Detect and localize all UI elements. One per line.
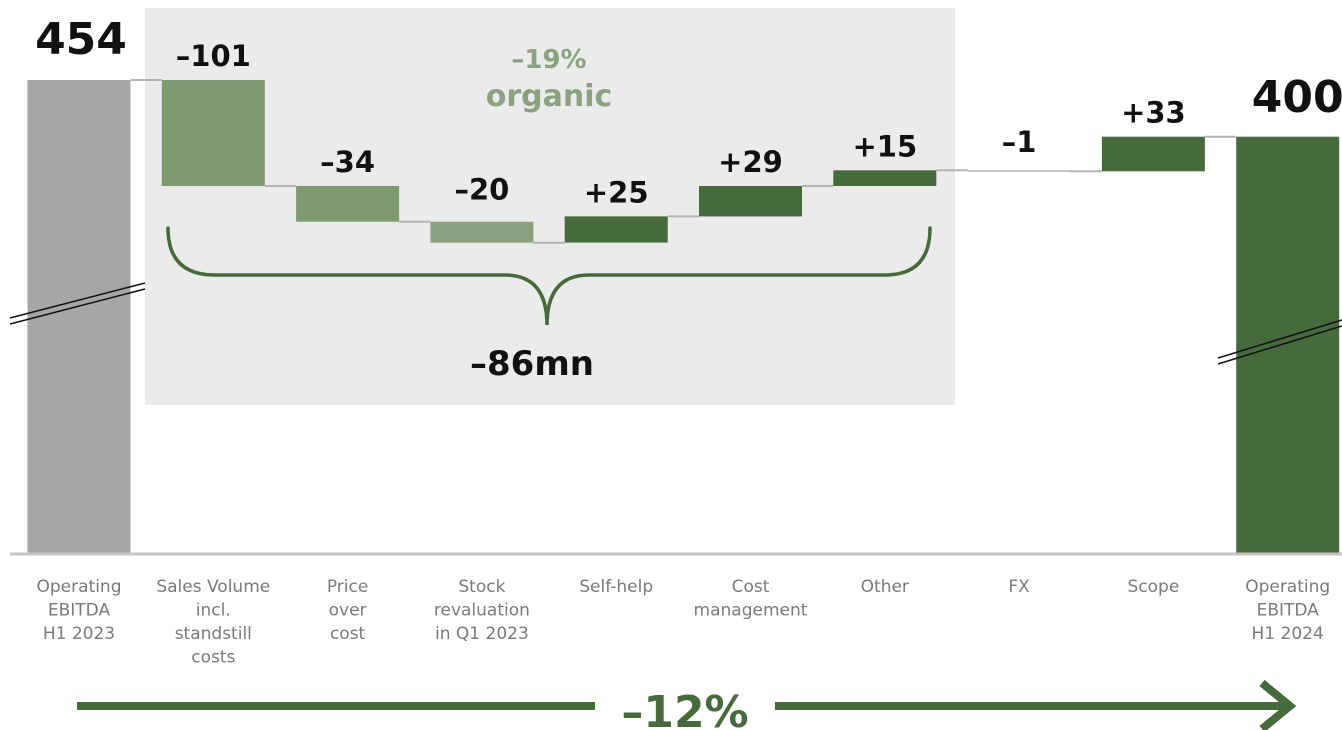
value-label-2: –101 (176, 39, 251, 73)
value-label-9: +33 (1121, 96, 1186, 130)
category-label-line: Other (861, 577, 909, 597)
category-label-4: Stock revaluation in Q1 2023 (434, 577, 530, 644)
organic-pct-label: –19% (511, 45, 586, 75)
category-label-line: Scope (1128, 577, 1180, 597)
category-label-line: revaluation (434, 601, 530, 621)
value-label-5: +25 (584, 175, 649, 209)
overall-change-arrow (77, 679, 1297, 730)
bar-7 (833, 170, 937, 186)
category-label-line: standstill (175, 624, 252, 644)
waterfall-connectors (130, 79, 1237, 244)
category-label-line: Cost (732, 577, 770, 597)
value-label-8: –1 (1002, 125, 1037, 159)
value-label-3: –34 (320, 145, 375, 179)
bar-2 (161, 80, 265, 186)
value-label-1: 454 (35, 14, 127, 65)
category-label-line: EBITDA (1257, 601, 1320, 621)
category-label-8: FX (1008, 577, 1030, 597)
category-label-line: in Q1 2023 (435, 624, 529, 644)
category-label-line: cost (330, 624, 366, 644)
value-label-7: +15 (852, 129, 917, 163)
category-label-1: Operating EBITDA H1 2023 (37, 577, 122, 644)
axis-break-mark-right (1217, 319, 1342, 365)
value-labels: 454 –101 –34 –20 +25 +29 +15 –1 +33 400 (35, 14, 1342, 209)
organic-curly-brace (166, 226, 932, 326)
bar-8 (967, 170, 1071, 172)
value-label-4: –20 (454, 173, 509, 207)
overall-change-label: –12% (621, 687, 748, 730)
category-label-line: costs (191, 648, 235, 668)
category-label-line: Operating (1245, 577, 1330, 597)
category-label-5: Self-help (579, 577, 653, 597)
category-label-line: FX (1008, 577, 1030, 597)
category-label-line: management (694, 601, 808, 621)
bar-1 (27, 80, 131, 554)
category-label-line: Operating (37, 577, 122, 597)
bar-4 (430, 221, 534, 243)
category-label-line: Self-help (579, 577, 653, 597)
category-label-line: Stock (458, 577, 505, 597)
organic-group-background (145, 8, 955, 405)
category-label-3: Price over cost (327, 577, 368, 644)
category-label-line: H1 2024 (1252, 624, 1324, 644)
organic-word-label: organic (486, 79, 613, 114)
value-label-10: 400 (1252, 72, 1342, 123)
axis-break-mark-left (9, 282, 146, 325)
category-label-line: Sales Volume (156, 577, 270, 597)
category-label-line: incl. (196, 601, 231, 621)
category-label-7: Other (861, 577, 909, 597)
bar-6 (699, 186, 802, 217)
waterfall-bars (27, 80, 1340, 554)
category-label-9: Scope (1128, 577, 1180, 597)
category-label-line: Price (327, 577, 368, 597)
category-label-2: Sales Volume incl. standstill costs (156, 577, 270, 668)
bar-5 (564, 216, 668, 243)
category-label-10: Operating EBITDA H1 2024 (1245, 577, 1330, 644)
bar-10 (1236, 136, 1340, 554)
category-labels: Operating EBITDA H1 2023 Sales Volume incl. s… (37, 577, 1331, 668)
bar-3 (296, 186, 400, 222)
value-label-6: +29 (718, 145, 783, 179)
bar-9 (1101, 136, 1205, 172)
category-label-line: H1 2023 (43, 624, 115, 644)
category-label-6: Cost management (694, 577, 808, 621)
organic-total-label: –86mn (470, 344, 594, 384)
category-label-line: over (329, 601, 367, 621)
category-label-line: EBITDA (48, 601, 111, 621)
